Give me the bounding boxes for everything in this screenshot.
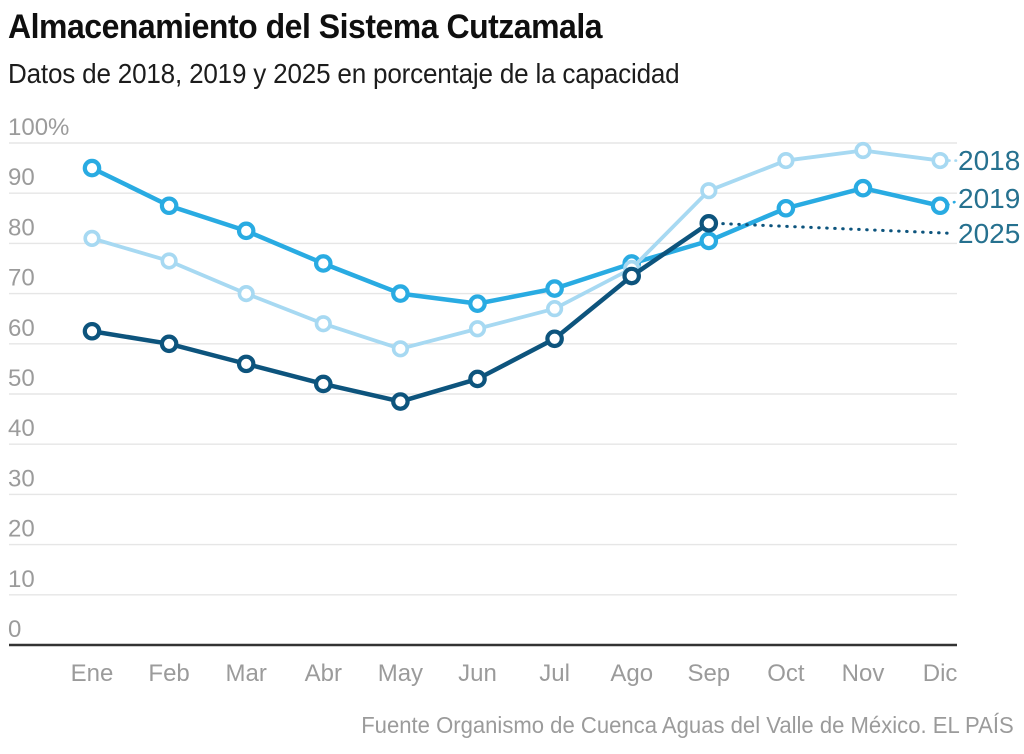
series-line-2019 [89,165,943,306]
data-point-2019 [159,196,179,216]
x-axis-label: Oct [767,660,805,687]
x-axis-label: Jun [458,660,497,687]
data-point-2019 [699,231,719,251]
data-point-2018 [391,340,410,358]
data-point-2019 [82,158,102,178]
y-axis-label: 10 [8,566,35,593]
y-axis-label: 100% [8,114,69,141]
y-axis-label: 20 [8,516,35,543]
y-axis-label: 30 [8,465,35,492]
data-point-2025 [236,354,256,374]
data-point-2025 [468,369,487,389]
data-point-2019 [776,198,796,218]
legend-label-2018: 2018 [958,145,1020,176]
x-axis-label: Mar [226,660,267,687]
legend-label-2019: 2019 [958,183,1020,214]
y-axis-label: 80 [8,214,35,241]
data-point-2018 [777,151,795,170]
data-point-2019 [930,196,950,216]
x-axis-label: Jul [539,660,570,687]
y-axis-label: 0 [8,616,21,643]
data-point-2025 [82,321,102,341]
x-axis-label: Feb [148,660,189,687]
data-point-2025 [622,266,641,286]
x-axis-label: Abr [305,660,342,687]
data-point-2025 [313,374,333,394]
legend-label-2025: 2025 [958,218,1020,249]
data-point-2025 [391,392,410,411]
data-point-2019 [545,279,564,298]
data-point-2018 [237,285,255,303]
data-point-2018 [160,252,178,270]
x-axis-label: Ago [610,660,653,687]
source-credit: Fuente Organismo de Cuenca Aguas del Val… [361,712,1014,738]
y-axis-label: 70 [8,265,35,292]
x-axis-label: May [378,660,423,687]
x-axis-label: Ene [71,660,114,687]
data-point-2019 [468,294,487,313]
y-axis-label: 40 [8,415,35,442]
data-point-2018 [83,229,101,247]
y-axis-label: 90 [8,164,35,191]
data-point-2018 [700,182,718,200]
y-axis-label: 50 [8,365,35,392]
y-axis-label: 60 [8,315,35,342]
x-axis-label: Nov [842,660,885,687]
chart-subtitle: Datos de 2018, 2019 y 2025 en porcentaje… [8,58,680,89]
data-point-2019 [313,254,333,273]
data-point-2018 [854,141,872,160]
x-axis-label: Sep [687,660,730,687]
data-point-2025 [159,334,179,354]
data-point-2025 [545,329,564,349]
data-point-2018 [468,320,487,338]
projection-dotted-line-2025 [713,221,954,235]
legend-connector-2019 [946,199,959,207]
series-line-2025 [89,221,712,404]
data-point-2025 [699,214,719,233]
data-point-2019 [236,221,256,241]
data-point-2019 [853,178,873,198]
data-point-2018 [545,300,564,318]
chart-title: Almacenamiento del Sistema Cutzamala [8,8,603,46]
series-line-2018 [90,148,942,351]
data-point-2018 [931,151,949,170]
data-point-2019 [391,284,410,303]
data-point-2018 [314,315,332,333]
x-axis-label: Dic [923,660,958,687]
